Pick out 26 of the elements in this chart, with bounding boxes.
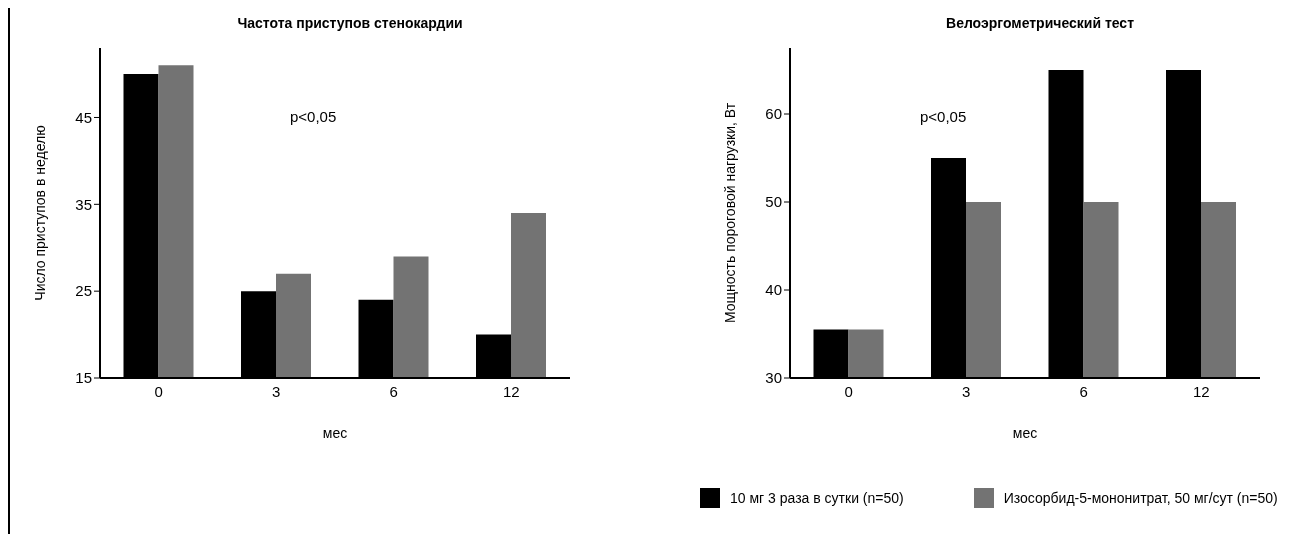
annotation: p<0,05 xyxy=(290,108,337,125)
x-axis-title: мес xyxy=(322,425,348,441)
x-tick-label: 3 xyxy=(962,382,971,400)
x-tick-label: 6 xyxy=(389,382,398,400)
y-axis-title: Мощность пороговой нагрузки, Вт xyxy=(721,102,738,324)
x-tick-label: 0 xyxy=(154,382,163,400)
y-tick-label: 40 xyxy=(765,281,782,299)
x-tick-label: 3 xyxy=(272,382,281,400)
y-tick-label: 45 xyxy=(75,108,92,126)
x-tick-label: 6 xyxy=(1079,382,1088,400)
y-tick-label: 15 xyxy=(75,369,92,387)
chart-title: Частота приступов стенокардии xyxy=(236,14,464,33)
y-tick-label: 35 xyxy=(75,195,92,213)
legend-label: Изосорбид-5-мононитрат, 50 мг/сут (n=50) xyxy=(1003,490,1278,506)
x-tick-label: 0 xyxy=(844,382,853,400)
legend-label: 10 мг 3 раза в сутки (n=50) xyxy=(730,490,904,506)
y-tick-label: 60 xyxy=(765,105,782,123)
chart-title: Велоэргометрический тест xyxy=(945,14,1135,33)
x-tick-label: 12 xyxy=(1192,382,1210,400)
annotation: p<0,05 xyxy=(920,108,967,125)
y-tick-label: 25 xyxy=(75,282,92,300)
y-tick-label: 50 xyxy=(765,193,782,211)
x-tick-label: 12 xyxy=(502,382,520,400)
y-axis-title: Число приступов в неделю xyxy=(31,125,48,301)
x-axis-title: мес xyxy=(1012,425,1038,441)
y-tick-label: 30 xyxy=(765,369,782,387)
